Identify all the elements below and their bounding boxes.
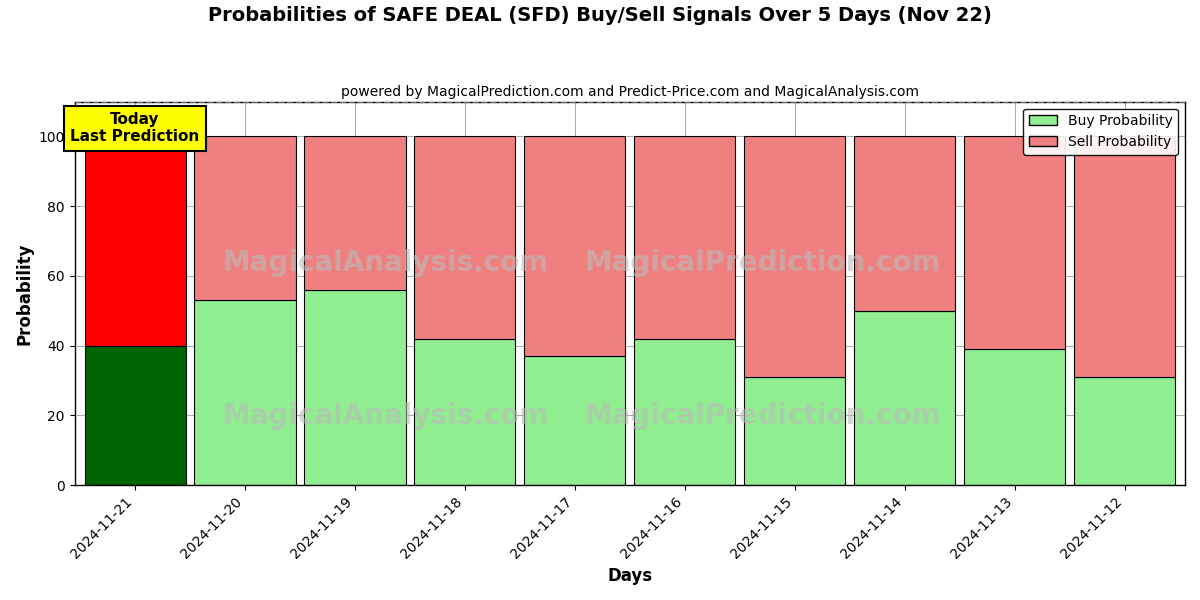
Bar [854,136,955,311]
Legend: Buy Probability, Sell Probability: Buy Probability, Sell Probability [1024,109,1178,155]
Bar [84,136,186,346]
Bar [635,338,736,485]
X-axis label: Days: Days [607,567,653,585]
Bar [524,356,625,485]
Bar [414,338,516,485]
Text: MagicalPrediction.com: MagicalPrediction.com [584,402,941,430]
Bar [744,377,845,485]
Bar [305,136,406,290]
Text: MagicalPrediction.com: MagicalPrediction.com [584,248,941,277]
Bar [964,349,1066,485]
Text: Today
Last Prediction: Today Last Prediction [71,112,199,145]
Text: Probabilities of SAFE DEAL (SFD) Buy/Sell Signals Over 5 Days (Nov 22): Probabilities of SAFE DEAL (SFD) Buy/Sel… [208,6,992,25]
Bar [854,311,955,485]
Bar [194,300,295,485]
Bar [635,136,736,338]
Bar [1074,377,1175,485]
Text: MagicalAnalysis.com: MagicalAnalysis.com [222,248,548,277]
Bar [744,136,845,377]
Bar [414,136,516,338]
Y-axis label: Probability: Probability [16,242,34,344]
Bar [1074,136,1175,377]
Bar [964,136,1066,349]
Title: powered by MagicalPrediction.com and Predict-Price.com and MagicalAnalysis.com: powered by MagicalPrediction.com and Pre… [341,85,919,99]
Bar [524,136,625,356]
Bar [84,346,186,485]
Bar [305,290,406,485]
Bar [194,136,295,300]
Text: MagicalAnalysis.com: MagicalAnalysis.com [222,402,548,430]
